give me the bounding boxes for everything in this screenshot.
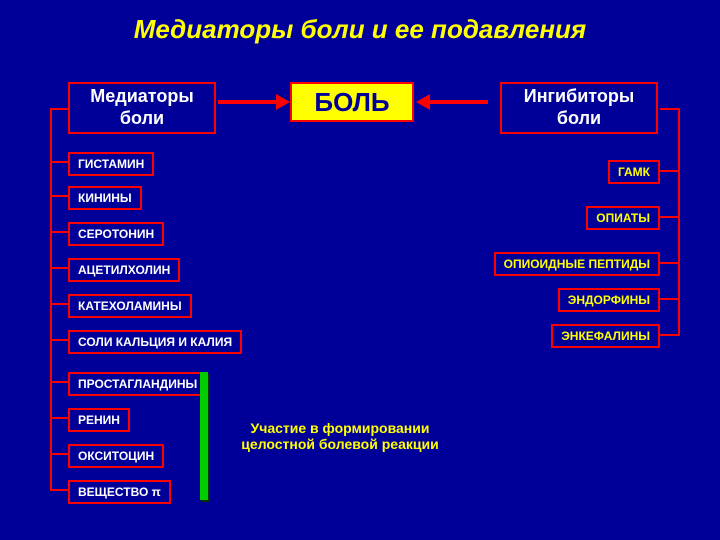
right-item: ОПИАТЫ bbox=[586, 206, 660, 230]
left-item: СОЛИ КАЛЬЦИЯ И КАЛИЯ bbox=[68, 330, 242, 354]
footnote-text: Участие в формировании целостной болевой… bbox=[230, 420, 450, 452]
left-item: ГИСТАМИН bbox=[68, 152, 154, 176]
left-item: КИНИНЫ bbox=[68, 186, 142, 210]
left-item: СЕРОТОНИН bbox=[68, 222, 164, 246]
left-item: РЕНИН bbox=[68, 408, 130, 432]
left-item: ПРОСТАГЛАНДИНЫ bbox=[68, 372, 207, 396]
left-item: ОКСИТОЦИН bbox=[68, 444, 164, 468]
left-item: КАТЕХОЛАМИНЫ bbox=[68, 294, 192, 318]
right-item: ОПИОИДНЫЕ ПЕПТИДЫ bbox=[494, 252, 660, 276]
right-item: ГАМК bbox=[608, 160, 660, 184]
mediators-box: Медиаторы боли bbox=[68, 82, 216, 134]
pain-box: БОЛЬ bbox=[290, 82, 414, 122]
slide-title: Медиаторы боли и ее подавления bbox=[0, 0, 720, 45]
left-item: АЦЕТИЛХОЛИН bbox=[68, 258, 180, 282]
inhibitors-box: Ингибиторы боли bbox=[500, 82, 658, 134]
right-item: ЭНКЕФАЛИНЫ bbox=[551, 324, 660, 348]
green-bar bbox=[200, 372, 208, 500]
right-item: ЭНДОРФИНЫ bbox=[558, 288, 660, 312]
left-item: ВЕЩЕСТВО π bbox=[68, 480, 171, 504]
